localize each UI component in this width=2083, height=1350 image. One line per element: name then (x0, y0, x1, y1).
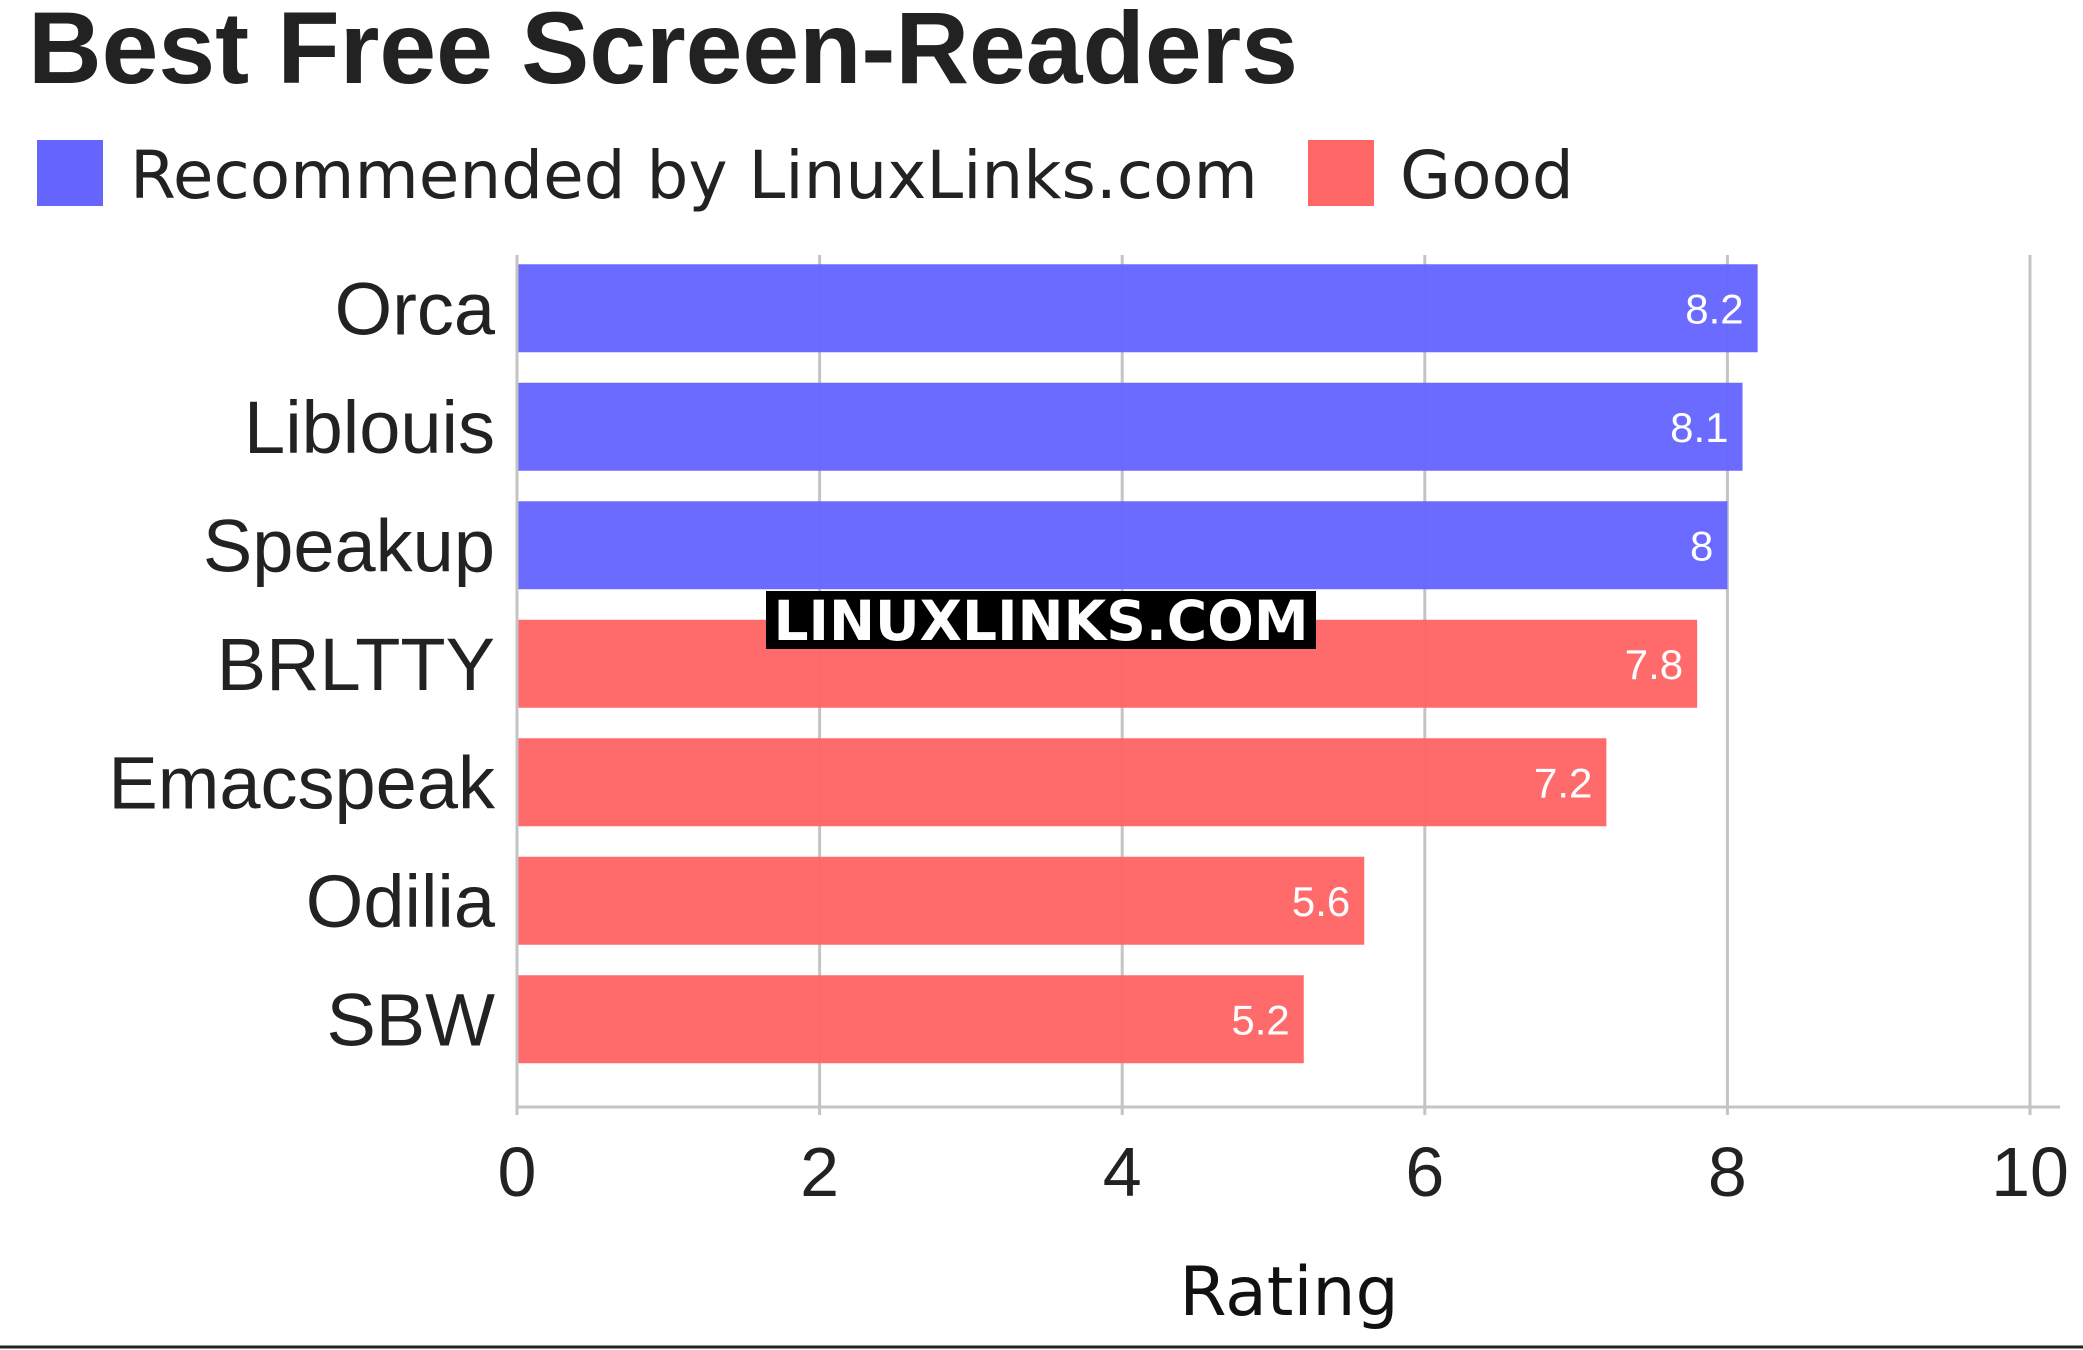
x-tick-label: 4 (1103, 1133, 1142, 1211)
watermark-box (766, 591, 1316, 649)
watermark-text: LINUXLINKS.COM (773, 589, 1308, 653)
bar-value-label: 5.6 (1292, 878, 1350, 925)
x-tick-label: 2 (800, 1133, 839, 1211)
bar-value-label: 8.1 (1670, 404, 1728, 451)
x-tick-label: 0 (498, 1133, 537, 1211)
category-label: Odilia (306, 860, 496, 943)
chart-title: Best Free Screen-Readers (28, 0, 1298, 105)
x-axis-title: Rating (1179, 1253, 1398, 1332)
category-label: BRLTTY (217, 623, 495, 706)
legend-swatch-good (1308, 140, 1374, 206)
bar-value-label: 5.2 (1231, 996, 1289, 1043)
legend-label-good: Good (1400, 137, 1574, 214)
legend: Recommended by LinuxLinks.com Good (37, 137, 1574, 214)
bar (517, 501, 1728, 590)
bar-value-label: 7.8 (1625, 641, 1683, 688)
bar (517, 738, 1607, 827)
legend-swatch-recommended (37, 140, 103, 206)
category-label: Emacspeak (108, 741, 496, 824)
category-label: Liblouis (244, 386, 495, 469)
bar (517, 856, 1365, 945)
category-label: Speakup (203, 504, 495, 587)
bar-value-label: 8 (1690, 522, 1713, 569)
axes: 0 2 4 6 8 10 (498, 255, 2069, 1211)
category-label: SBW (326, 978, 495, 1061)
x-tick-label: 10 (1991, 1133, 2069, 1211)
bar-value-label: 8.2 (1685, 285, 1743, 332)
watermark: LINUXLINKS.COM (766, 586, 1316, 656)
bars: 8.2 Orca 8.1 Liblouis 8 Speakup 7.8 BRLTTY 7.2 Em… (108, 264, 1758, 1064)
x-tick-label: 8 (1708, 1133, 1747, 1211)
bar-value-label: 7.2 (1534, 759, 1592, 806)
x-tick-label: 6 (1405, 1133, 1444, 1211)
legend-label-recommended: Recommended by LinuxLinks.com (130, 137, 1258, 214)
category-label: Orca (335, 267, 496, 350)
bar (517, 264, 1758, 353)
bar (517, 975, 1304, 1064)
bar (517, 382, 1743, 471)
